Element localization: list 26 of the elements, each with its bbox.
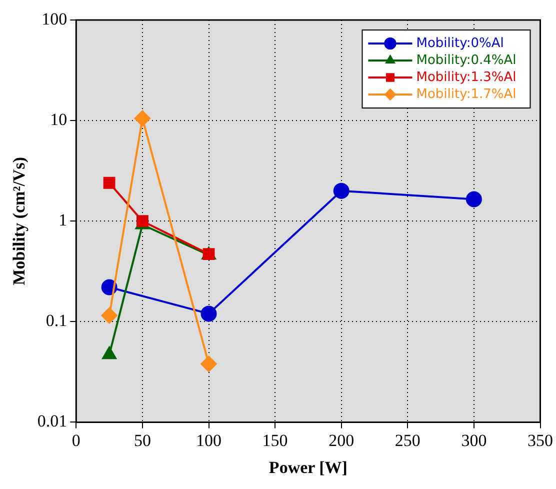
x-tick-label: 50: [134, 430, 151, 450]
point: [200, 306, 217, 322]
x-tick-label: 250: [394, 430, 420, 450]
y-axis-title: Mobility (cm²/Vs): [10, 156, 29, 286]
y-tick-label: 10: [50, 110, 68, 130]
y-tick-label: 1: [58, 210, 68, 230]
x-tick-label: 150: [262, 430, 288, 450]
y-tick-label: 100: [42, 9, 68, 28]
legend-label: Mobility:1.7%Al: [416, 86, 516, 102]
legend-label: Mobility:0%Al: [416, 36, 504, 51]
point: [101, 308, 118, 324]
point: [103, 176, 116, 189]
point: [466, 191, 482, 208]
point: [333, 182, 350, 199]
legend-label: Mobility:1.3%Al: [416, 70, 516, 85]
x-tick-label: 200: [328, 430, 354, 450]
x-tick-label: 300: [461, 430, 487, 450]
y-tick-label: 0.01: [37, 412, 68, 431]
x-tick-label: 350: [528, 430, 553, 450]
point: [200, 356, 217, 372]
point: [134, 110, 150, 126]
x-axis-title: Power [W]: [268, 458, 348, 478]
x-tick-label: 100: [196, 430, 222, 450]
y-tick-label: 0.1: [46, 311, 68, 330]
x-tick-label: 0: [72, 430, 80, 450]
legend-label: Mobility:0.4%Al: [416, 52, 516, 68]
